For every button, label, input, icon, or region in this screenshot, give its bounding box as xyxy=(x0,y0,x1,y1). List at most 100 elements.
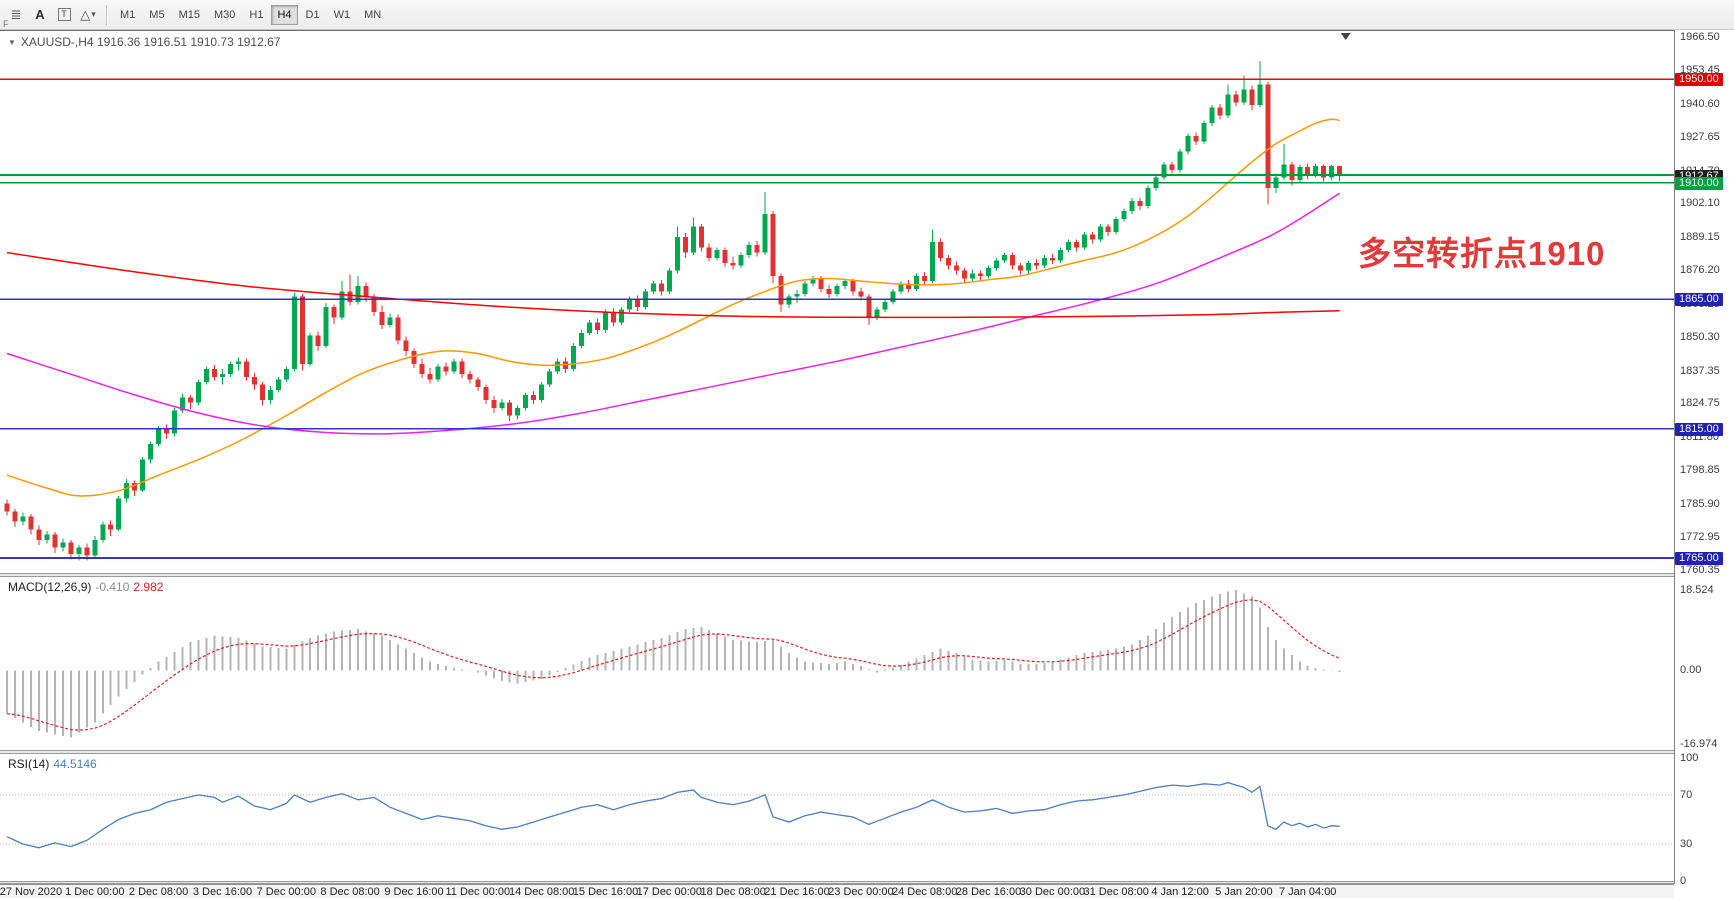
macd-main-value: -0.410 xyxy=(95,580,130,594)
ma-fast-orange xyxy=(6,118,1340,497)
panel-splitter-bottom xyxy=(0,881,1734,884)
timeframe-button-m30[interactable]: M30 xyxy=(213,8,236,21)
price-axis-label: 1889.15 xyxy=(1680,230,1720,243)
toolbar-fragment: F xyxy=(3,19,9,29)
time-axis-label: 7 Jan 04:00 xyxy=(1278,886,1337,898)
text-tool-icon[interactable]: T xyxy=(52,4,76,26)
price-axis-label: 1966.50 xyxy=(1680,30,1720,43)
price-axis-label: 1785.90 xyxy=(1680,497,1720,510)
time-axis-label: 9 Dec 16:00 xyxy=(384,886,444,898)
ma-slow-red xyxy=(6,251,1340,319)
macd-label: MACD(12,26,9) -0.410 2.982 xyxy=(8,580,167,594)
time-axis-label: 24 Dec 08:00 xyxy=(891,886,958,898)
time-axis-label: 1 Dec 00:00 xyxy=(65,886,125,898)
price-axis-label: 1902.10 xyxy=(1680,197,1720,210)
macd-histogram xyxy=(6,590,1341,738)
symbol-period-label: XAUUSD-,H4 xyxy=(20,35,94,49)
time-axis-label: 8 Dec 08:00 xyxy=(320,886,380,898)
price-axis-label: 1824.75 xyxy=(1680,397,1720,410)
chart-annotation-text[interactable]: 多空转折点1910 xyxy=(1358,235,1606,272)
ma-mid-magenta xyxy=(6,192,1341,435)
time-axis-label: 3 Dec 16:00 xyxy=(192,886,253,898)
rsi-levels xyxy=(0,794,1674,845)
rsi-axis-label: 30 xyxy=(1680,838,1693,851)
chart-title: ▼ XAUUSD-,H4 1916.36 1916.51 1910.73 1912… xyxy=(8,35,280,49)
timeframe-button-m1[interactable]: M1 xyxy=(120,8,136,21)
rsi-value: 44.5146 xyxy=(53,757,97,771)
timeframe-button-h4[interactable]: H4 xyxy=(271,4,298,25)
time-axis-label: 7 Dec 00:00 xyxy=(256,886,316,898)
rsi-label: RSI(14) 44.5146 xyxy=(8,757,101,771)
hline-price-badge: 1765.00 xyxy=(1675,552,1723,565)
price-axis-label: 1927.65 xyxy=(1680,131,1720,143)
rsi-axis-label: 0 xyxy=(1680,875,1687,887)
time-axis-label: 28 Dec 16:00 xyxy=(955,886,1022,898)
time-axis-label: 18 Dec 08:00 xyxy=(700,886,766,898)
text-tool-glyph: T xyxy=(57,8,71,21)
text-label-tool-icon[interactable]: A xyxy=(35,7,45,22)
time-axis-label: 2 Dec 08:00 xyxy=(128,886,189,898)
macd-axis-label: 18.524 xyxy=(1680,584,1714,596)
price-axis-label: 1876.20 xyxy=(1680,264,1720,277)
time-axis-label: 17 Dec 00:00 xyxy=(636,886,703,898)
time-axis-label: 31 Dec 08:00 xyxy=(1083,886,1149,898)
price-axis-label: 1837.35 xyxy=(1680,364,1720,377)
time-axis-label: 23 Dec 00:00 xyxy=(828,886,894,898)
price-axis-label: 1760.35 xyxy=(1680,564,1720,576)
timeframe-button-h1[interactable]: H1 xyxy=(249,8,264,21)
macd-name: MACD(12,26,9) xyxy=(8,580,92,594)
shapes-icon: △ xyxy=(80,6,91,22)
rsi-line xyxy=(6,781,1340,849)
macd-axis-label: -16.974 xyxy=(1680,738,1718,750)
time-axis-label: 21 Dec 16:00 xyxy=(764,886,830,898)
hline-price-badge: 1865.00 xyxy=(1675,293,1723,307)
macd-signal-line xyxy=(6,599,1340,731)
chart-shift-marker xyxy=(1340,33,1351,40)
timeframe-button-w1[interactable]: W1 xyxy=(333,8,351,21)
price-axis-label: 1772.95 xyxy=(1680,531,1720,544)
timeframe-button-m5[interactable]: M5 xyxy=(149,8,165,21)
time-axis-label: 4 Jan 12:00 xyxy=(1151,886,1209,898)
chart-list-icon[interactable]: ≣ xyxy=(10,6,22,22)
hline-price-badge: 1815.00 xyxy=(1675,422,1723,436)
toolbar: ≣ A T △ ▾ M1 M5 M15 M30 H1 H4 D1 W1 MN F xyxy=(0,0,1734,30)
timeframe-button-mn[interactable]: MN xyxy=(364,8,382,21)
time-axis-label: 14 Dec 08:00 xyxy=(508,886,575,898)
hline-price-badge: 1910.00 xyxy=(1675,176,1723,190)
time-axis-label: 27 Nov 2020 xyxy=(0,886,63,898)
price-axis[interactable]: 1966.501953.451940.601927.651914.701902.… xyxy=(1674,30,1734,887)
timeframe-button-d1[interactable]: D1 xyxy=(305,8,320,21)
price-axis-label: 1798.85 xyxy=(1680,464,1720,477)
rsi-panel-canvas[interactable] xyxy=(0,754,1674,882)
shapes-caret-icon: ▾ xyxy=(91,9,96,19)
toolbar-separator xyxy=(106,4,107,25)
price-axis-label: 1940.60 xyxy=(1680,97,1720,110)
time-axis-label: 5 Jan 20:00 xyxy=(1215,886,1273,898)
panel-splitter-macd[interactable] xyxy=(0,573,1734,577)
horizontal-lines-layer xyxy=(0,78,1674,559)
time-axis[interactable]: 27 Nov 2020 1 Dec 00:00 2 Dec 08:00 3 Dec 1… xyxy=(0,884,1674,898)
rsi-axis-label: 100 xyxy=(1680,752,1699,764)
main-chart-canvas[interactable] xyxy=(0,30,1674,574)
time-axis-label: 11 Dec 00:00 xyxy=(445,886,511,898)
rsi-axis-label: 70 xyxy=(1680,788,1693,801)
collapse-chart-icon[interactable]: ▼ xyxy=(8,38,16,47)
panel-splitter-rsi[interactable] xyxy=(0,750,1734,754)
time-axis-label: 15 Dec 16:00 xyxy=(572,886,639,898)
price-axis-label: 1850.30 xyxy=(1680,331,1720,344)
ohlc-values: 1916.36 1916.51 1910.73 1912.67 xyxy=(96,35,281,49)
shapes-tool-icon[interactable]: △ ▾ xyxy=(76,4,100,26)
macd-panel-canvas[interactable] xyxy=(0,577,1674,750)
hline-price-badge: 1950.00 xyxy=(1675,73,1723,87)
chart-window-border xyxy=(0,30,1734,31)
time-axis-label: 30 Dec 00:00 xyxy=(1019,886,1086,898)
timeframe-group: M1 M5 M15 M30 H1 H4 D1 W1 MN xyxy=(113,4,388,25)
rsi-name: RSI(14) xyxy=(8,757,50,771)
macd-signal-value: 2.982 xyxy=(133,580,164,594)
candles-layer xyxy=(4,61,1343,561)
macd-axis-label: 0.00 xyxy=(1680,664,1702,677)
timeframe-button-m15[interactable]: M15 xyxy=(178,8,200,21)
moving-averages-layer xyxy=(6,118,1341,497)
axis-divider xyxy=(1674,30,1675,884)
